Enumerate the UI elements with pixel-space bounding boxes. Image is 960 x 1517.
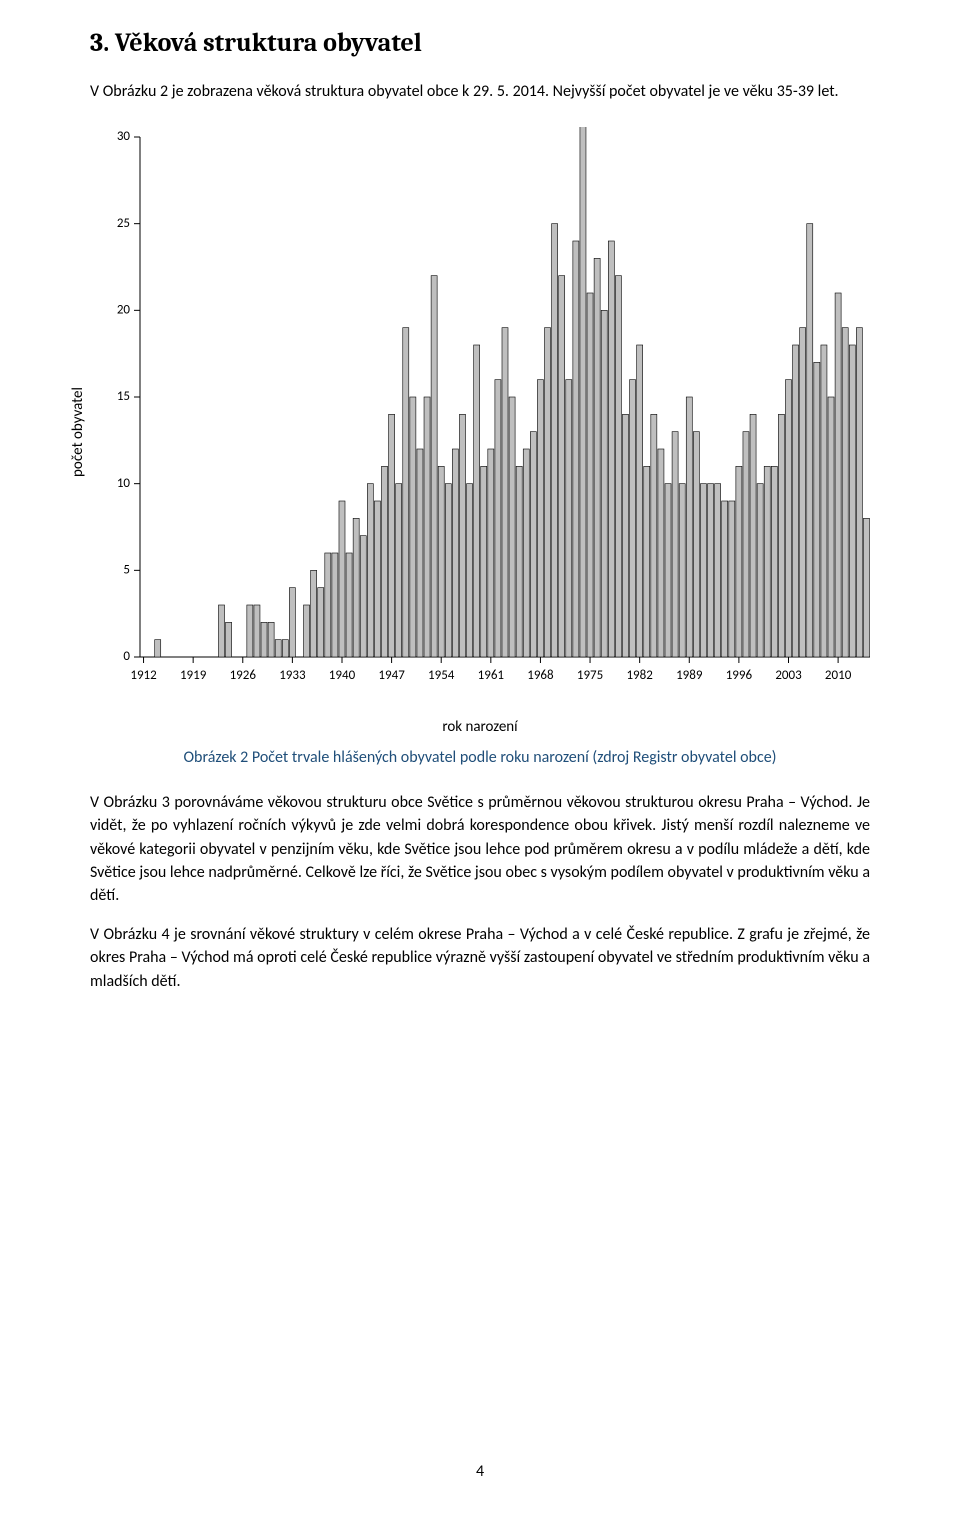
page-number: 4 xyxy=(0,1462,960,1481)
svg-text:1975: 1975 xyxy=(577,668,603,683)
svg-text:1933: 1933 xyxy=(279,668,306,683)
svg-text:2010: 2010 xyxy=(825,668,852,683)
svg-text:1989: 1989 xyxy=(676,668,703,683)
document-page: 3. Věková struktura obyvatel V Obrázku 2… xyxy=(0,0,960,1517)
svg-text:0: 0 xyxy=(123,649,130,664)
svg-text:30: 30 xyxy=(117,129,131,144)
svg-text:1940: 1940 xyxy=(329,668,356,683)
age-histogram-chart: počet obyvatel 0510152025301912191919261… xyxy=(90,127,870,736)
svg-text:10: 10 xyxy=(117,476,131,491)
svg-text:5: 5 xyxy=(123,563,130,578)
svg-text:2003: 2003 xyxy=(775,668,802,683)
svg-text:1947: 1947 xyxy=(378,668,405,683)
section-heading: 3. Věková struktura obyvatel xyxy=(90,28,870,58)
svg-text:1982: 1982 xyxy=(626,668,653,683)
chart-svg: 0 5 10 15 20 25 30 1912 1919 1926 1933 1940 1947 1954… xyxy=(90,127,880,712)
svg-text:1996: 1996 xyxy=(726,668,753,683)
svg-text:15: 15 xyxy=(117,389,130,404)
chart-y-axis-label: počet obyvatel xyxy=(69,387,87,477)
svg-text:1954: 1954 xyxy=(428,668,455,683)
svg-text:1919: 1919 xyxy=(180,668,207,683)
svg-text:1968: 1968 xyxy=(527,668,554,683)
svg-text:1912: 1912 xyxy=(130,668,157,683)
intro-paragraph: V Obrázku 2 je zobrazena věková struktur… xyxy=(90,80,870,103)
analysis-paragraph-1: V Obrázku 3 porovnáváme věkovou struktur… xyxy=(90,791,870,907)
analysis-paragraph-2: V Obrázku 4 je srovnání věkové struktury… xyxy=(90,923,870,993)
svg-text:1961: 1961 xyxy=(478,668,504,683)
chart-x-axis-label: rok narození xyxy=(90,718,870,736)
figure-caption: Obrázek 2 Počet trvale hlášených obyvate… xyxy=(90,748,870,767)
svg-text:20: 20 xyxy=(117,303,131,318)
svg-text:25: 25 xyxy=(117,216,130,231)
svg-text:1926: 1926 xyxy=(230,668,257,683)
